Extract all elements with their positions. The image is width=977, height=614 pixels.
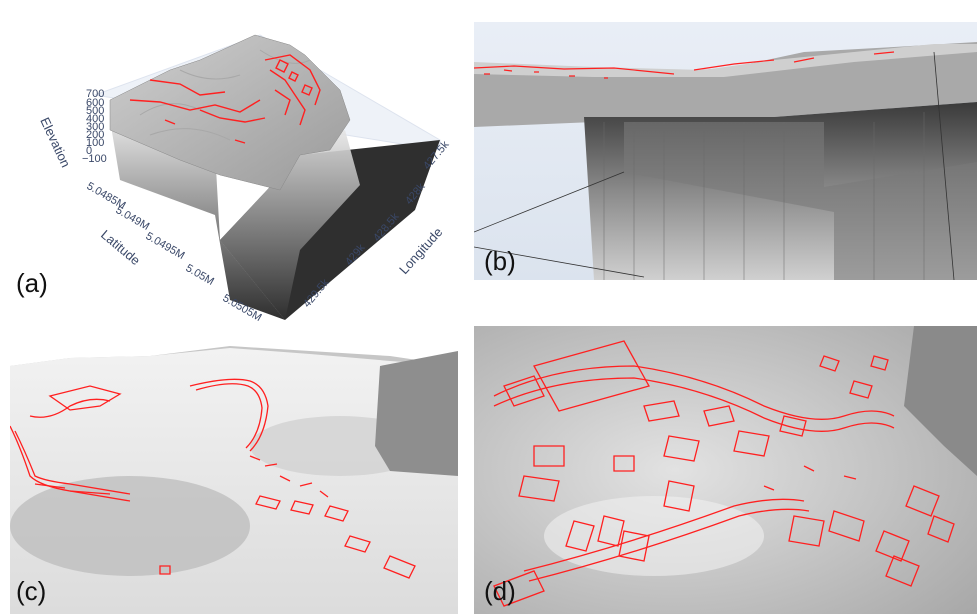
panel-label-d: (d) bbox=[484, 576, 516, 606]
z-axis-ticks: 700 600 500 400 300 200 100 0 −100 bbox=[82, 88, 107, 165]
terrain-3d-svg: Elevation 700 600 500 400 300 200 100 0 … bbox=[37, 34, 452, 324]
z-tick: −100 bbox=[82, 153, 107, 165]
terrain-wall-front bbox=[110, 120, 285, 320]
y-tick: 5.05M bbox=[184, 262, 216, 288]
z-tick: 200 bbox=[86, 129, 104, 141]
z-axis-title: Elevation bbox=[37, 115, 73, 170]
terrain-wall-side bbox=[220, 130, 360, 320]
red-overlay-features bbox=[474, 51, 895, 79]
panel-a-3d-plot: Elevation 700 600 500 400 300 200 100 0 … bbox=[0, 0, 480, 325]
red-overlay-features bbox=[493, 340, 955, 607]
terrain-block bbox=[904, 326, 977, 476]
perspective-svg-d bbox=[474, 326, 977, 614]
y-axis-title: Latitude bbox=[98, 227, 143, 268]
panel-label-b: (b) bbox=[484, 246, 516, 276]
z-tick: 100 bbox=[86, 137, 104, 149]
terrain-wall-shadow bbox=[624, 122, 977, 280]
panel-label-c: (c) bbox=[16, 576, 47, 606]
panel-label-a: (a) bbox=[16, 268, 48, 298]
z-tick: 600 bbox=[86, 97, 104, 109]
z-tick: 700 bbox=[86, 88, 104, 100]
x-axis-title: Longitude bbox=[396, 225, 445, 277]
terrain-surface bbox=[109, 34, 351, 191]
panel-d-closeup-view: (d) bbox=[474, 326, 977, 614]
wall-striations bbox=[603, 112, 925, 280]
z-tick: 0 bbox=[86, 145, 92, 157]
y-tick: 5.049M bbox=[114, 204, 152, 233]
terrain-top-strip bbox=[474, 42, 977, 127]
terrain-block bbox=[375, 351, 458, 476]
side-view-svg bbox=[474, 22, 977, 280]
grid-lines bbox=[474, 51, 955, 280]
panel-c-perspective-view: (c) bbox=[10, 326, 458, 614]
z-tick: 400 bbox=[86, 113, 104, 125]
red-overlay-features bbox=[129, 54, 321, 144]
red-overlay-features bbox=[10, 378, 416, 579]
sky bbox=[10, 326, 458, 366]
y-tick: 5.0495M bbox=[144, 230, 187, 262]
terrain-ground bbox=[474, 326, 977, 614]
z-tick: 500 bbox=[86, 105, 104, 117]
perspective-svg-c bbox=[10, 326, 458, 614]
panel-b-side-view: (b) bbox=[474, 22, 977, 280]
z-tick: 300 bbox=[86, 121, 104, 133]
